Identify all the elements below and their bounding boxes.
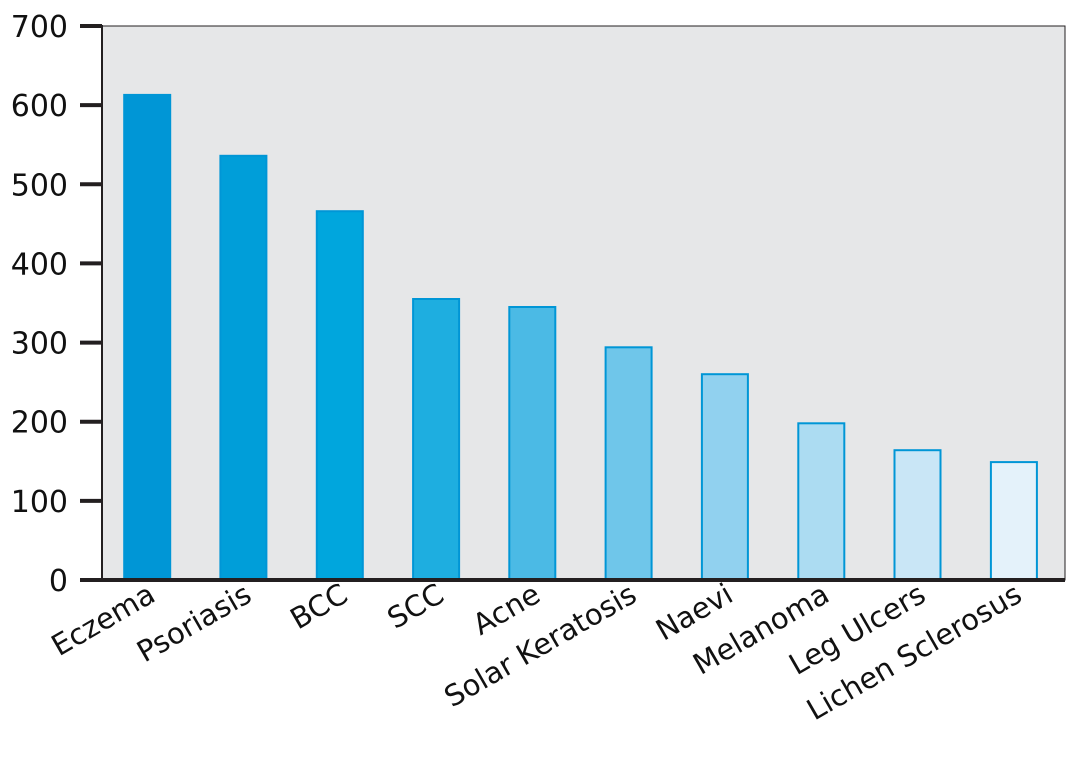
bar-bcc — [315, 210, 364, 581]
y-tick-label: 200 — [11, 406, 68, 441]
y-tick-label: 300 — [11, 327, 68, 362]
bar-acne — [508, 306, 557, 581]
bar-solar-keratosis — [604, 346, 653, 581]
y-tick-label: 100 — [11, 485, 68, 520]
x-tick-label: BCC — [284, 577, 353, 636]
x-tick-label: SCC — [382, 577, 450, 636]
bar-leg-ulcers — [893, 449, 942, 582]
bar-psoriasis — [219, 154, 268, 582]
y-tick-label: 500 — [11, 168, 68, 203]
bar-lichen-sclerosus — [989, 461, 1038, 582]
y-tick-label: 0 — [49, 564, 68, 599]
bar-naevi — [700, 373, 749, 582]
y-tick-labels: 0 100 200 300 400 500 600 700 — [11, 10, 102, 599]
bar-eczema — [123, 93, 172, 582]
bar-melanoma — [797, 422, 846, 581]
bars-layer — [123, 93, 1038, 582]
y-tick-label: 700 — [11, 10, 68, 45]
axis-layer — [80, 25, 1065, 582]
bar-scc — [412, 298, 461, 581]
y-tick-label: 400 — [11, 247, 68, 282]
y-tick-label: 600 — [11, 89, 68, 124]
